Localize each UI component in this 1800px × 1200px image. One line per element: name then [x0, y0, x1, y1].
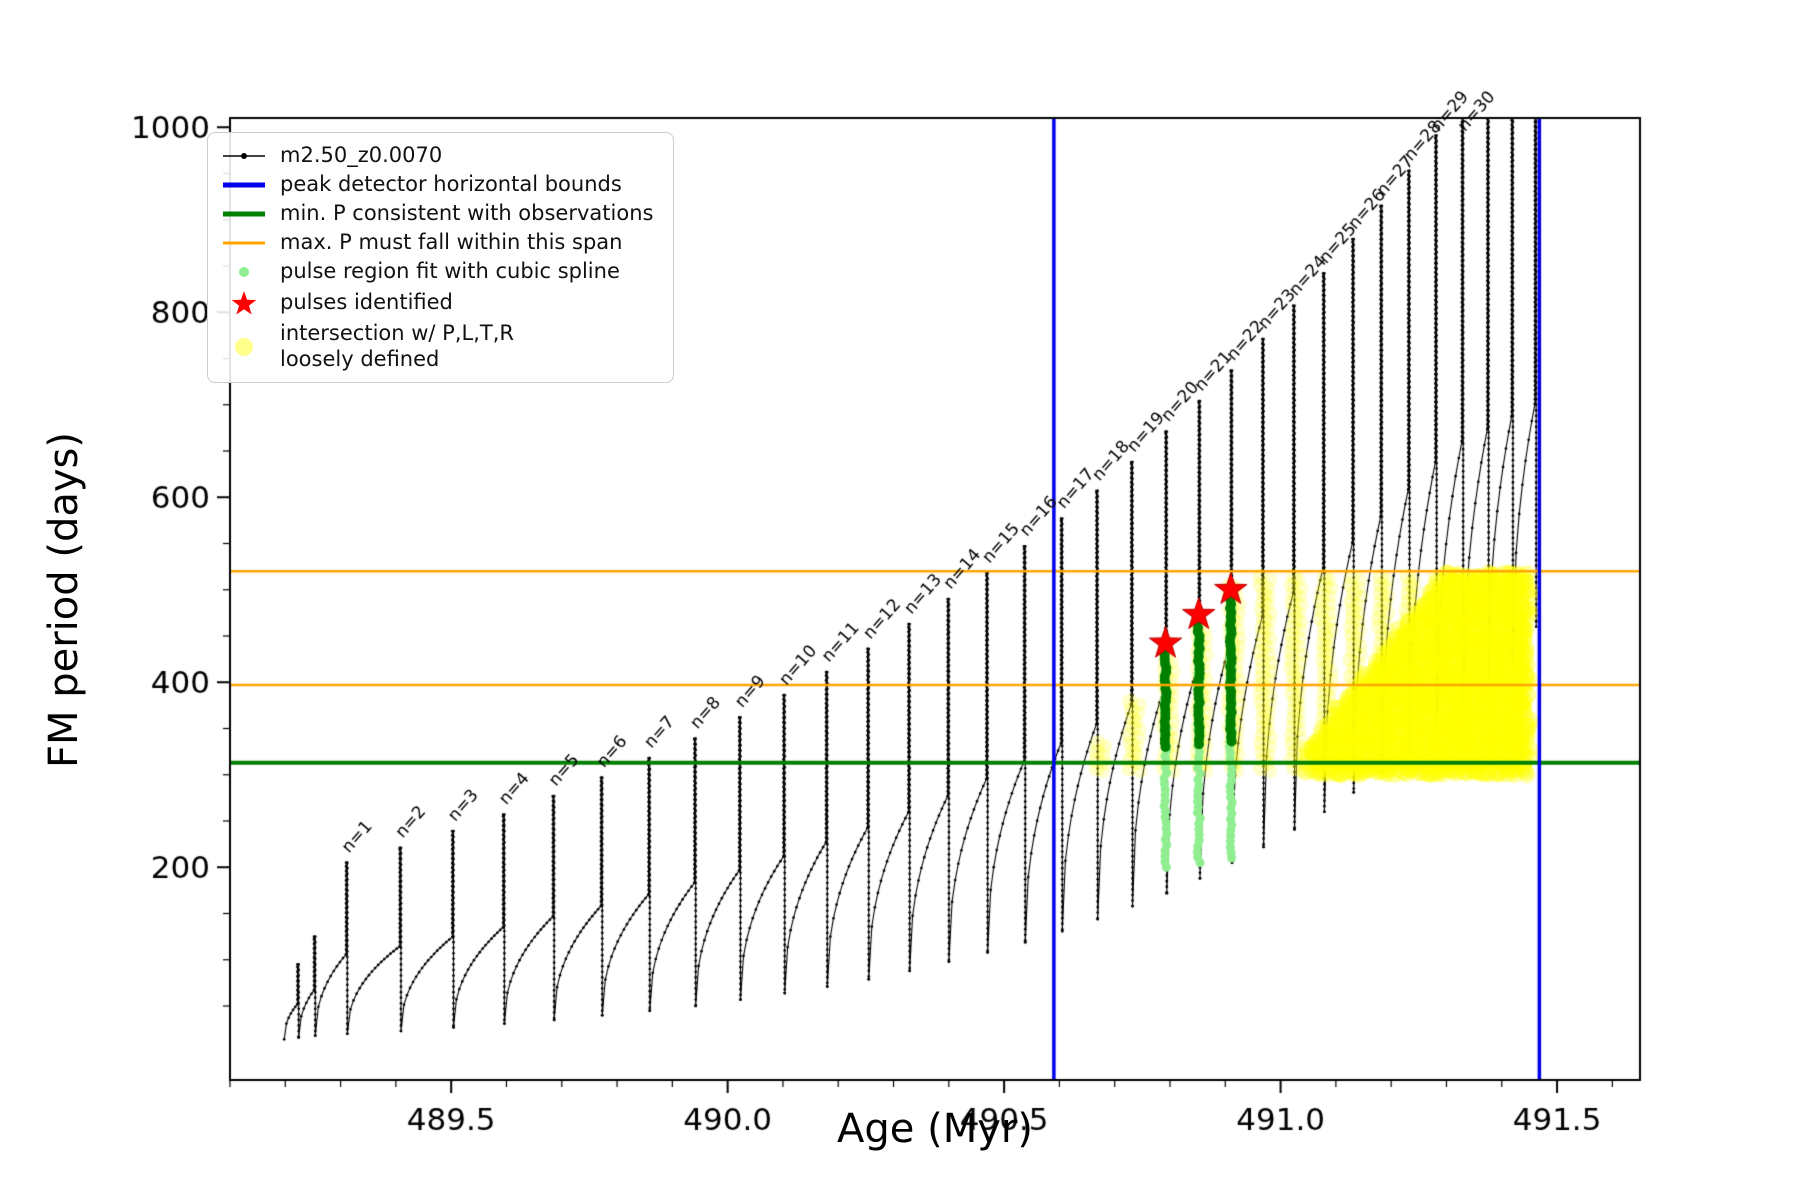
legend-label-1: peak detector horizontal bounds [280, 172, 622, 197]
dot-legend-marker-icon [220, 259, 268, 285]
x-axis-label: Age (Myr) [837, 1106, 1033, 1152]
legend-item-1: peak detector horizontal bounds [220, 172, 653, 198]
legend-item-2: min. P consistent with observations [220, 201, 653, 227]
star-legend-marker-icon [220, 288, 268, 318]
legend-label-3: max. P must fall within this span [280, 230, 623, 255]
legend-label-4: pulse region fit with cubic spline [280, 259, 620, 284]
legend-label-2: min. P consistent with observations [280, 201, 654, 226]
thick-line-legend-marker-icon [220, 172, 268, 198]
legend-item-6: intersection w/ P,L,T,R loosely defined [220, 321, 653, 372]
y-axis-label: FM period (days) [41, 432, 87, 768]
line-legend-marker-icon [220, 230, 268, 256]
legend-item-4: pulse region fit with cubic spline [220, 259, 653, 285]
legend-item-3: max. P must fall within this span [220, 230, 653, 256]
thick-line-legend-marker-icon [220, 201, 268, 227]
legend-label-5: pulses identified [280, 290, 453, 315]
line-dot-legend-marker-icon [220, 143, 268, 169]
legend-item-5: pulses identified [220, 288, 653, 318]
legend-label-0: m2.50_z0.0070 [280, 143, 443, 168]
legend-item-0: m2.50_z0.0070 [220, 143, 653, 169]
legend-label-6: intersection w/ P,L,T,R loosely defined [280, 321, 514, 371]
big-dot-legend-marker-icon [220, 334, 268, 360]
